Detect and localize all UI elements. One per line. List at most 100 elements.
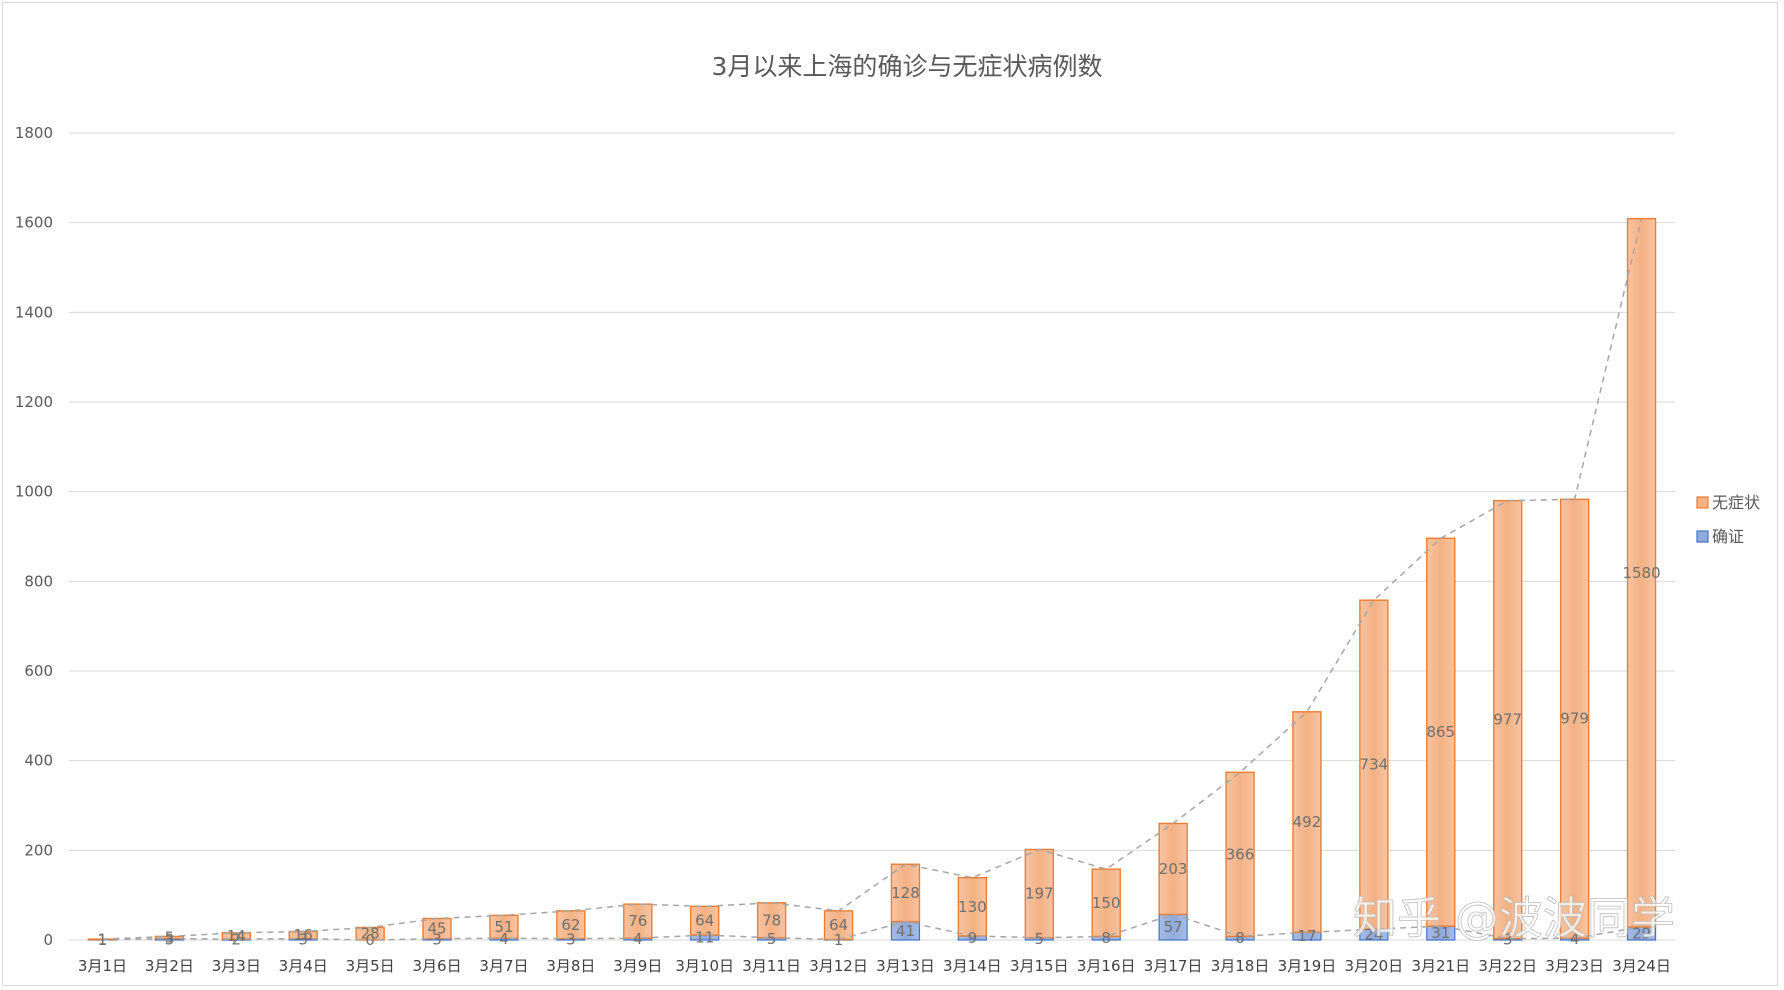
y-tick-label: 0	[43, 931, 53, 949]
trend-line-confirmed	[102, 913, 1642, 941]
y-tick-label: 1800	[15, 124, 53, 142]
data-label-asymptomatic: 865	[1426, 723, 1455, 741]
bar-asymptomatic	[957, 876, 988, 937]
x-tick-label: 3月1日	[78, 957, 127, 975]
x-tick-label: 3月20日	[1345, 957, 1404, 975]
x-tick-label: 3月2日	[145, 957, 194, 975]
data-label-confirmed: 3	[298, 930, 308, 948]
y-tick-label: 1200	[15, 393, 53, 411]
data-label-asymptomatic: 1580	[1622, 564, 1660, 582]
data-label-asymptomatic: 977	[1493, 711, 1522, 729]
y-tick-label: 1600	[15, 214, 53, 232]
bar-asymptomatic	[823, 910, 854, 941]
bar-asymptomatic	[1626, 217, 1657, 928]
data-label-confirmed: 3	[566, 930, 576, 948]
x-tick-label: 3月18日	[1211, 957, 1270, 975]
data-label-asymptomatic: 734	[1360, 756, 1389, 774]
data-label-asymptomatic: 492	[1293, 813, 1322, 831]
data-label-asymptomatic: 64	[829, 916, 848, 934]
data-label-asymptomatic: 28	[361, 925, 380, 943]
x-tick-label: 3月24日	[1612, 957, 1671, 975]
bar-asymptomatic	[756, 902, 787, 939]
data-label-asymptomatic: 51	[494, 918, 513, 936]
x-tick-label: 3月15日	[1010, 957, 1069, 975]
chart-title: 3月以来上海的确诊与无症状病例数	[712, 52, 1103, 81]
trend-lines-layer	[102, 218, 1643, 941]
legend-swatch	[1696, 496, 1709, 509]
bar-asymptomatic	[1359, 599, 1389, 930]
x-tick-label: 3月10日	[675, 957, 734, 975]
data-label-asymptomatic: 128	[891, 884, 920, 902]
data-label-confirmed: 0	[365, 931, 375, 949]
legend-swatch	[1696, 530, 1709, 543]
data-label-confirmed: 9	[968, 929, 978, 947]
data-label-confirmed: 1	[834, 931, 844, 949]
y-axis-ticks: 0 200 400 600 800 1000 1200 1400 1600 1800	[15, 124, 53, 949]
bar-asymptomatic	[1091, 868, 1121, 938]
x-tick-label: 3月9日	[613, 957, 662, 975]
data-label-asymptomatic: 197	[1025, 885, 1054, 903]
x-tick-label: 3月14日	[943, 957, 1002, 975]
data-label-confirmed: 8	[1235, 929, 1245, 947]
data-label-asymptomatic: 14	[227, 927, 246, 945]
bar-asymptomatic	[1559, 498, 1590, 939]
data-label-asymptomatic: 62	[561, 916, 580, 934]
data-label-confirmed: 4	[499, 930, 509, 948]
data-label-asymptomatic: 5	[165, 929, 175, 947]
legend-label: 确证	[1712, 527, 1744, 546]
y-tick-label: 400	[24, 752, 53, 770]
data-label-confirmed: 31	[1431, 924, 1450, 942]
x-tick-label: 3月22日	[1478, 957, 1537, 975]
x-tick-label: 3月4日	[279, 957, 328, 975]
data-label-confirmed: 1	[98, 931, 108, 949]
watermark-text: 知乎 @波波同学	[1353, 893, 1675, 944]
x-axis-ticks: 3月1日 3月2日 3月3日 3月4日 3月5日 3月6日 3月7日 3月8日 3月9日 3月10…	[78, 957, 1671, 975]
data-label-confirmed: 3	[1503, 930, 1513, 948]
x-tick-label: 3月16日	[1077, 957, 1136, 975]
bar-asymptomatic	[623, 903, 653, 939]
bar-asymptomatic	[1225, 771, 1255, 938]
bar-asymptomatic	[1024, 848, 1054, 939]
x-tick-label: 3月7日	[479, 957, 528, 975]
data-label-asymptomatic: 16	[294, 926, 313, 944]
data-label-confirmed: 4	[633, 930, 643, 948]
bar-asymptomatic	[1292, 711, 1322, 934]
bar-asymptomatic	[1493, 499, 1523, 940]
x-tick-label: 3月11日	[742, 957, 801, 975]
data-label-asymptomatic: 1	[98, 930, 108, 948]
y-tick-label: 200	[24, 841, 53, 859]
data-label-asymptomatic: 366	[1226, 845, 1255, 863]
bar-asymptomatic	[1426, 537, 1456, 927]
bars-layer	[87, 217, 1657, 941]
data-label-asymptomatic: 64	[695, 912, 714, 930]
trend-line-total	[102, 218, 1643, 940]
bar-asymptomatic	[690, 905, 720, 936]
bar-asymptomatic	[556, 910, 586, 940]
x-tick-label: 3月21日	[1411, 957, 1470, 975]
data-label-confirmed: 17	[1297, 927, 1316, 945]
data-label-confirmed: 11	[695, 929, 714, 947]
x-tick-label: 3月17日	[1144, 957, 1203, 975]
chart-svg: 3月以来上海的确诊与无症状病例数 02004006008001000120014…	[15, 52, 1760, 975]
x-tick-label: 3月19日	[1278, 957, 1337, 975]
x-tick-label: 3月13日	[876, 957, 935, 975]
data-label-asymptomatic: 76	[628, 912, 647, 930]
data-labels-layer: 11 53 142 163 280453514623764641178564112841…	[98, 564, 1661, 949]
legend-label: 无症状	[1712, 493, 1760, 512]
data-label-asymptomatic: 979	[1560, 710, 1589, 728]
grid-layer	[69, 132, 1675, 941]
data-label-asymptomatic: 203	[1159, 860, 1188, 878]
data-label-confirmed: 5	[1035, 930, 1045, 948]
y-tick-label: 1000	[15, 483, 53, 501]
data-label-asymptomatic: 78	[762, 911, 781, 929]
x-tick-label: 3月6日	[412, 957, 461, 975]
data-label-confirmed: 41	[896, 922, 915, 940]
x-tick-label: 3月12日	[809, 957, 868, 975]
data-label-confirmed: 24	[1364, 926, 1383, 944]
data-label-confirmed: 3	[165, 930, 175, 948]
y-tick-label: 1400	[15, 303, 53, 321]
y-tick-label: 800	[24, 572, 53, 590]
y-tick-label: 600	[24, 662, 53, 680]
